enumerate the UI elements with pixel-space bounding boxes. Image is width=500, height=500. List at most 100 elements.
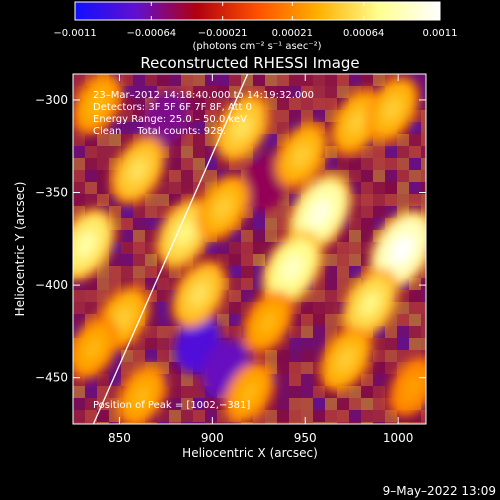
background-cell xyxy=(385,158,397,170)
background-cell xyxy=(181,158,193,170)
info-time-range: 23–Mar–2012 14:18:40.000 to 14:19:32.000 xyxy=(93,90,314,101)
background-cell xyxy=(289,386,301,398)
background-cell xyxy=(121,110,133,122)
background-cell xyxy=(181,146,193,158)
background-cell xyxy=(205,98,217,110)
background-cell xyxy=(421,98,426,110)
background-cell xyxy=(361,182,373,194)
background-cell xyxy=(289,338,301,350)
background-cell xyxy=(385,338,397,350)
background-cell xyxy=(421,278,426,290)
background-cell xyxy=(145,350,157,362)
background-cell xyxy=(145,206,157,218)
background-cell xyxy=(217,98,229,110)
background-cell xyxy=(313,398,325,410)
source-core xyxy=(241,381,258,404)
emission-sources xyxy=(73,74,426,424)
background-cell xyxy=(205,110,217,122)
background-cell xyxy=(421,86,426,98)
background-cell xyxy=(157,206,169,218)
background-cell xyxy=(325,266,337,278)
background-cell xyxy=(121,74,133,86)
background-cell xyxy=(133,266,145,278)
background-cell xyxy=(265,86,277,98)
background-cell xyxy=(169,146,181,158)
background-cell xyxy=(133,98,145,110)
background-cell xyxy=(397,314,409,326)
background-cell xyxy=(325,242,337,254)
background-cell xyxy=(373,74,385,86)
background-cell xyxy=(385,422,397,424)
background-cell xyxy=(217,314,229,326)
background-cell xyxy=(421,158,426,170)
background-cell xyxy=(85,134,97,146)
background-cell xyxy=(397,170,409,182)
source-core xyxy=(259,311,277,333)
background-cell xyxy=(301,302,313,314)
background-cell xyxy=(397,194,409,206)
background-cell xyxy=(97,398,109,410)
background-cell xyxy=(169,194,181,206)
background-cell xyxy=(373,218,385,230)
background-cell xyxy=(217,422,229,424)
background-cell xyxy=(421,194,426,206)
background-cell xyxy=(229,230,241,242)
background-cell xyxy=(421,302,426,314)
background-cell xyxy=(205,158,217,170)
background-cell xyxy=(349,182,361,194)
background-cell xyxy=(313,110,325,122)
background-cell xyxy=(229,254,241,266)
background-cell xyxy=(169,374,181,386)
background-cell xyxy=(73,422,85,424)
background-cell xyxy=(133,74,145,86)
background-cell xyxy=(373,362,385,374)
background-cell xyxy=(409,302,421,314)
background-cell xyxy=(241,290,253,302)
background-cell xyxy=(361,74,373,86)
background-cell xyxy=(205,410,217,422)
background-cell xyxy=(181,86,193,98)
background-cell xyxy=(205,134,217,146)
background-cell xyxy=(145,266,157,278)
background-cell xyxy=(85,410,97,422)
background-cell xyxy=(349,158,361,170)
background-cell xyxy=(181,386,193,398)
background-cell xyxy=(361,422,373,424)
source-core xyxy=(133,385,151,407)
background-cell xyxy=(361,170,373,182)
background-cell xyxy=(421,110,426,122)
background-cell xyxy=(109,146,121,158)
background-cell xyxy=(193,86,205,98)
background-cell xyxy=(421,314,426,326)
background-cell xyxy=(373,350,385,362)
background-cell xyxy=(313,278,325,290)
source-core xyxy=(128,158,148,183)
background-cell xyxy=(169,74,181,86)
background-cell xyxy=(85,398,97,410)
background-cell xyxy=(85,290,97,302)
background-cell xyxy=(373,158,385,170)
background-cell xyxy=(337,398,349,410)
background-cell xyxy=(265,230,277,242)
background-cell xyxy=(121,254,133,266)
background-cell xyxy=(421,206,426,218)
background-cell xyxy=(409,146,421,158)
background-cell xyxy=(157,182,169,194)
background-cell xyxy=(397,302,409,314)
background-cell xyxy=(313,74,325,86)
background-cell xyxy=(205,242,217,254)
background-cell xyxy=(157,278,169,290)
background-cell xyxy=(301,74,313,86)
background-cell xyxy=(361,398,373,410)
source-core xyxy=(214,196,233,219)
background-cell xyxy=(97,146,109,158)
background-cell xyxy=(133,206,145,218)
background-cell xyxy=(241,266,253,278)
background-cell xyxy=(313,410,325,422)
background-cell xyxy=(157,194,169,206)
background-cell xyxy=(121,350,133,362)
background-cell xyxy=(145,422,157,424)
source-core xyxy=(383,98,402,121)
background-cell xyxy=(289,410,301,422)
background-cell xyxy=(109,278,121,290)
